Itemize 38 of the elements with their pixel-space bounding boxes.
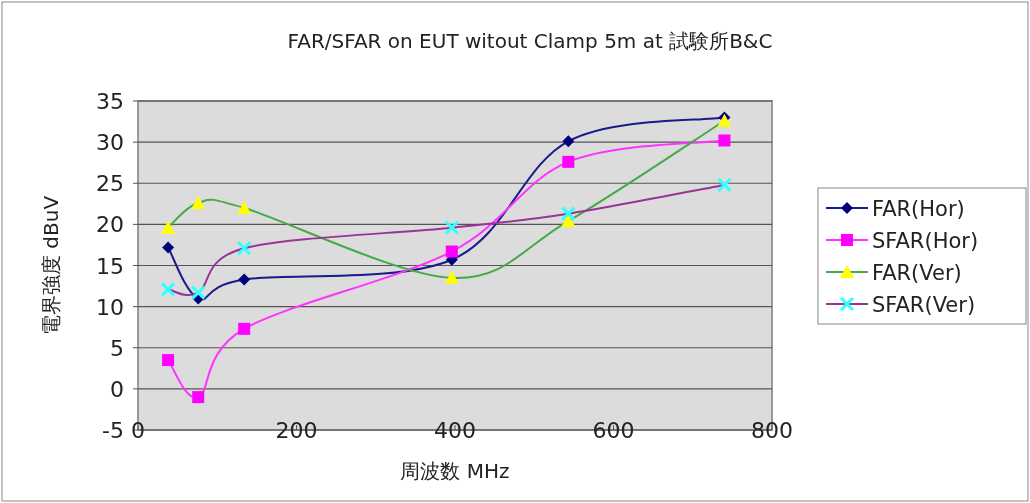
point [160, 281, 176, 297]
y-tick-label: 5 [110, 335, 124, 361]
legend-label: FAR(Hor) [872, 197, 965, 221]
x-tick-label: 800 [751, 418, 793, 443]
point [162, 241, 175, 254]
y-tick-label: 20 [96, 212, 124, 238]
point [718, 134, 731, 147]
point [237, 200, 252, 214]
point [716, 177, 732, 193]
legend-label: FAR(Ver) [872, 261, 962, 285]
legend-label: SFAR(Ver) [872, 293, 976, 317]
y-tick-label: 0 [110, 376, 124, 402]
point [236, 240, 252, 256]
y-tick-label: 15 [96, 253, 124, 279]
y-tick-label: 10 [96, 294, 124, 320]
point [445, 245, 458, 258]
y-axis-title: 電界強度 dBuV [39, 195, 63, 336]
chart-title: FAR/SFAR on EUT witout Clamp 5m at 試験所B&C [287, 29, 773, 53]
point [562, 155, 575, 168]
point [561, 214, 576, 228]
point [238, 273, 251, 286]
point [444, 270, 459, 284]
point [560, 206, 576, 222]
point [192, 391, 205, 404]
point [444, 220, 460, 236]
point [238, 322, 251, 335]
y-tick-label: 25 [96, 171, 124, 197]
point [161, 220, 176, 234]
x-axis-title: 周波数 MHz [400, 459, 510, 483]
y-tick-label: -5 [102, 418, 124, 443]
point [562, 135, 575, 148]
x-tick-label: 0 [131, 418, 145, 443]
y-tick-label: 30 [96, 130, 124, 156]
point [162, 354, 175, 367]
point [191, 195, 206, 209]
legend-label: SFAR(Hor) [872, 229, 979, 253]
y-tick-label: 35 [96, 89, 124, 114]
point [190, 285, 206, 301]
